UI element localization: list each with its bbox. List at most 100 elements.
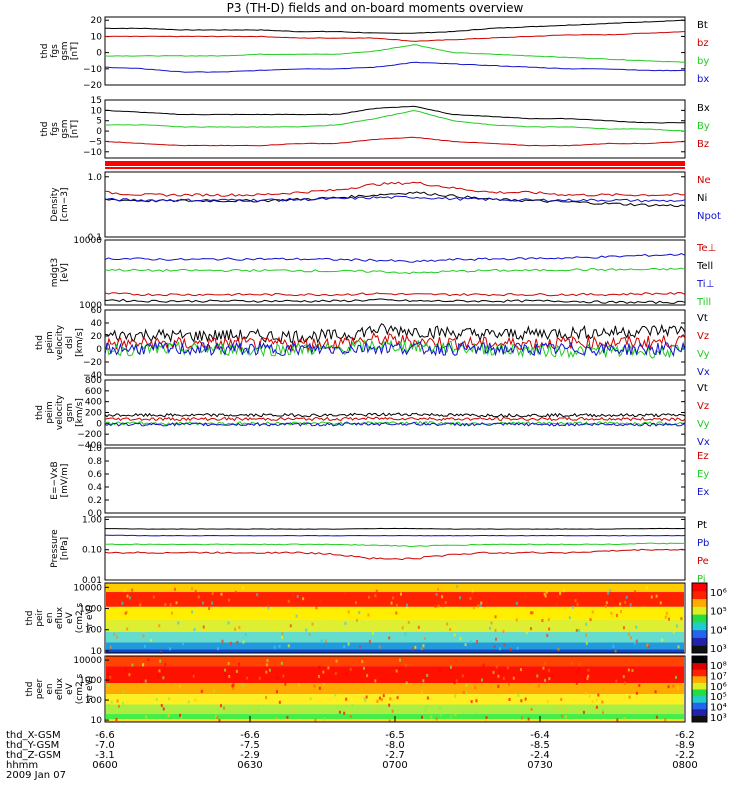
spectrogram-cell (453, 633, 456, 637)
spectrogram-cell (131, 663, 134, 667)
spectrogram-cell (388, 636, 391, 640)
y-tick-label: −40 (83, 371, 102, 381)
x-axis-value: 0630 (237, 760, 262, 771)
series-line-Vt (104, 412, 686, 418)
spectrogram-cell (589, 618, 592, 622)
spectrogram-cell (235, 669, 238, 673)
spectrogram-cell (437, 587, 440, 591)
colorbar-segment (692, 695, 707, 703)
spectrogram-cell (465, 691, 468, 695)
spectrogram-cell (234, 627, 237, 631)
spectrogram-cell (311, 622, 314, 626)
spectrogram-cell (224, 668, 227, 672)
spectrogram-cell (529, 611, 532, 615)
spectrogram-cell (462, 690, 465, 694)
spectrogram-cell (434, 604, 437, 608)
series-line-by (104, 44, 686, 63)
spectrogram-cell (530, 707, 533, 711)
panel-frame (104, 379, 686, 446)
spectrogram-cell (221, 639, 224, 643)
spectrogram-band (106, 606, 684, 620)
spectrogram-cell (158, 624, 161, 628)
spectrogram-cell (228, 674, 231, 678)
x-axis-value: -2.4 (530, 750, 550, 761)
spectrogram-cell (110, 700, 113, 704)
spectrogram-cell (509, 648, 512, 652)
spectrogram-cell (354, 601, 357, 605)
spectrogram-cell (242, 640, 245, 644)
spectrogram-cell (672, 684, 675, 688)
spectrogram-cell (213, 689, 216, 693)
spectrogram-cell (571, 662, 574, 666)
spectrogram-cell (578, 667, 581, 671)
spectrogram-cell (471, 589, 474, 593)
spectrogram-cell (584, 692, 587, 696)
colorbar-segment (692, 702, 707, 710)
spectrogram-cell (546, 700, 549, 704)
y-axis-label: thd (40, 44, 50, 59)
spectrogram-cell (588, 694, 591, 698)
spectrogram-cell (191, 610, 194, 614)
legend-entry: Vy (697, 419, 710, 430)
spectrogram-cell (507, 682, 510, 686)
colorbar-segment (692, 708, 707, 716)
y-tick-label: 20 (91, 332, 103, 342)
y-axis-label: thd (40, 122, 50, 137)
x-axis-row-label: thd_Y-GSM (6, 740, 59, 751)
spectrogram-cell (476, 639, 479, 643)
legend-entry: Vt (697, 383, 708, 394)
spectrogram-cell (456, 585, 459, 589)
spectrogram-cell (422, 644, 425, 648)
spectrogram-cell (469, 597, 472, 601)
x-axis-value: -6.2 (675, 730, 695, 741)
spectrogram-cell (164, 603, 167, 607)
spectrogram-cell (544, 594, 547, 598)
spectrogram-cell (542, 666, 545, 670)
spectrogram-cell (396, 696, 399, 700)
spectrogram-cell (276, 676, 279, 680)
spectrogram-cell (524, 697, 527, 701)
spectrogram-cell (302, 597, 305, 601)
spectrogram-cell (366, 674, 369, 678)
x-axis-value: -8.9 (675, 740, 695, 751)
y-axis-label: en (45, 612, 55, 623)
series-line-Bt (105, 19, 685, 34)
y-tick-label: 1.0 (88, 444, 103, 454)
spectrogram-cell (182, 642, 185, 646)
spectrogram-cell (624, 600, 627, 604)
spectrogram-cell (439, 713, 442, 717)
spectrogram-cell (345, 671, 348, 675)
colorbar-segment (692, 662, 707, 670)
y-tick-label: 60 (91, 306, 103, 316)
spectrogram-cell (254, 708, 257, 712)
y-tick-label: 0 (96, 127, 102, 137)
spectrogram-cell (629, 636, 632, 640)
panel-frame (104, 582, 686, 654)
spectrogram-cell (349, 667, 352, 671)
spectrogram-cell (480, 601, 483, 605)
spectrogram-band (106, 631, 684, 643)
spectrogram-cell (453, 626, 456, 630)
mode-bar (105, 167, 685, 169)
spectrogram-cell (407, 620, 410, 624)
spectrogram-cell (202, 601, 205, 605)
y-tick-label: 5 (96, 117, 102, 127)
legend-entry: Pb (697, 538, 709, 549)
spectrogram-cell (314, 618, 317, 622)
spectrogram-cell (498, 669, 501, 673)
spectrogram-cell (211, 591, 214, 595)
spectrogram-cell (469, 640, 472, 644)
spectrogram-cell (502, 676, 505, 680)
spectrogram-cell (502, 630, 505, 634)
mode-bar (105, 161, 685, 166)
spectrogram-cell (159, 650, 162, 654)
spectrogram-cell (597, 693, 600, 697)
spectrogram-cell (556, 595, 559, 599)
colorbar-segment (692, 598, 707, 607)
spectrogram-cell (607, 591, 610, 595)
spectrogram-cell (515, 618, 518, 622)
spectrogram-cell (388, 719, 391, 723)
legend-entry: Vt (697, 313, 708, 324)
spectrogram-cell (470, 700, 473, 704)
spectrogram-cell (347, 642, 350, 646)
